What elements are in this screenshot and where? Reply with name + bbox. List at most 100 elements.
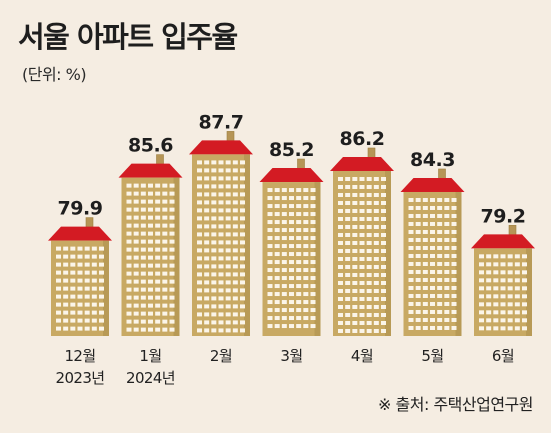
building-window bbox=[493, 310, 499, 315]
building-window bbox=[479, 302, 484, 307]
building-window bbox=[267, 260, 273, 265]
building-window bbox=[204, 320, 210, 325]
building-window bbox=[289, 324, 294, 329]
building-window bbox=[479, 270, 484, 275]
building-window bbox=[430, 325, 435, 330]
building-window bbox=[345, 264, 351, 269]
building-roof bbox=[471, 234, 535, 249]
building-window bbox=[366, 264, 372, 269]
building-roof bbox=[189, 140, 253, 155]
building-window bbox=[77, 254, 83, 259]
building-window bbox=[514, 318, 520, 323]
building-window bbox=[63, 326, 69, 331]
building-window bbox=[162, 263, 168, 268]
building-window bbox=[274, 308, 280, 313]
building-window bbox=[240, 280, 245, 285]
building-window bbox=[281, 220, 287, 225]
building-window bbox=[310, 292, 316, 297]
building-window bbox=[430, 301, 435, 306]
building-window bbox=[415, 325, 421, 330]
building-window bbox=[99, 302, 104, 307]
building-window bbox=[303, 316, 309, 321]
building-window bbox=[99, 278, 104, 283]
building-window bbox=[422, 237, 428, 242]
building-window bbox=[373, 216, 379, 221]
building-window bbox=[366, 328, 372, 333]
building-window bbox=[381, 248, 386, 253]
building-window bbox=[373, 240, 379, 245]
building-window bbox=[91, 262, 97, 267]
building-window bbox=[281, 252, 287, 257]
building-window bbox=[359, 224, 365, 229]
building-window bbox=[274, 236, 280, 241]
building-window bbox=[140, 199, 146, 204]
building-window bbox=[359, 328, 365, 333]
building-window bbox=[381, 280, 386, 285]
building-window bbox=[514, 294, 520, 299]
building-window bbox=[274, 252, 280, 257]
building-window bbox=[415, 197, 421, 202]
building-window bbox=[408, 253, 414, 258]
building-window bbox=[211, 224, 217, 229]
building-window bbox=[56, 254, 61, 259]
building-shade bbox=[526, 248, 532, 336]
building-window bbox=[162, 255, 168, 260]
building-window bbox=[310, 252, 316, 257]
building-window bbox=[211, 232, 217, 237]
building-window bbox=[99, 286, 104, 291]
building-window bbox=[148, 311, 153, 316]
building-window bbox=[437, 197, 443, 202]
building-window bbox=[451, 221, 457, 226]
building-window bbox=[232, 200, 238, 205]
building-window bbox=[211, 304, 217, 309]
building-window bbox=[366, 312, 372, 317]
building-window bbox=[303, 308, 309, 313]
building-window bbox=[240, 296, 245, 301]
building-window bbox=[225, 216, 231, 221]
building-window bbox=[310, 244, 316, 249]
building-window bbox=[415, 285, 421, 290]
building-window bbox=[126, 311, 132, 316]
building-window bbox=[148, 327, 153, 332]
value-label: 86.2 bbox=[340, 128, 385, 150]
building-window bbox=[63, 310, 69, 315]
building-window bbox=[359, 232, 365, 237]
building-window bbox=[218, 256, 224, 261]
building-window bbox=[99, 262, 104, 267]
building-window bbox=[197, 208, 202, 213]
building-window bbox=[63, 294, 69, 299]
building-window bbox=[296, 244, 302, 249]
building-window bbox=[373, 296, 379, 301]
building-window bbox=[381, 296, 386, 301]
building-window bbox=[91, 278, 97, 283]
building-window bbox=[289, 212, 294, 217]
building-window bbox=[430, 261, 435, 266]
building-window bbox=[91, 302, 97, 307]
building-window bbox=[140, 231, 146, 236]
building-window bbox=[133, 207, 139, 212]
building-window bbox=[479, 310, 484, 315]
building-window bbox=[338, 312, 343, 317]
building-window bbox=[232, 264, 238, 269]
building-window bbox=[303, 212, 309, 217]
building-window bbox=[274, 300, 280, 305]
building-window bbox=[296, 196, 302, 201]
building-window bbox=[211, 216, 217, 221]
building-window bbox=[232, 168, 238, 173]
building-window bbox=[296, 220, 302, 225]
building-window bbox=[522, 326, 527, 331]
building-window bbox=[70, 278, 76, 283]
building-window bbox=[479, 262, 484, 267]
building-window bbox=[77, 278, 83, 283]
building-window bbox=[345, 184, 351, 189]
building-window bbox=[345, 328, 351, 333]
building-window bbox=[352, 192, 358, 197]
building-window bbox=[84, 254, 90, 259]
building-window bbox=[366, 208, 372, 213]
building-window bbox=[281, 324, 287, 329]
building-window bbox=[408, 317, 414, 322]
building-window bbox=[345, 216, 351, 221]
building-window bbox=[84, 310, 90, 315]
building-window bbox=[126, 263, 132, 268]
